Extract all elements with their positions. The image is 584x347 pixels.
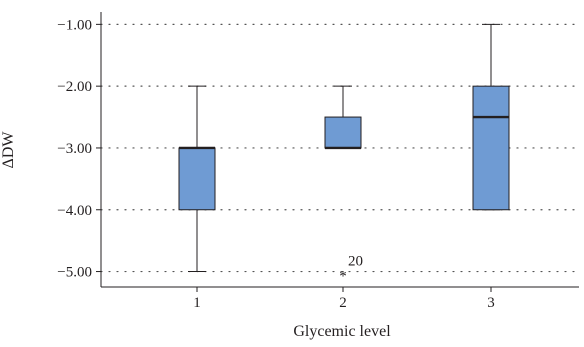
y-axis-title: ΔDW	[0, 131, 17, 169]
box-rect	[472, 85, 510, 211]
y-tick-label: −5.00	[57, 265, 92, 281]
boxes	[178, 23, 510, 273]
box-3	[472, 23, 510, 211]
x-axis-title: Glycemic level	[293, 323, 391, 340]
x-tick-label: 3	[487, 295, 495, 311]
y-tick-label: −1.00	[57, 17, 92, 33]
box-rect	[178, 147, 216, 211]
y-tick-label: −2.00	[57, 79, 92, 95]
box-2	[324, 85, 362, 150]
y-tick-label: −3.00	[57, 141, 92, 157]
box-1	[178, 85, 216, 273]
y-tick-label: −4.00	[57, 203, 92, 219]
x-ticks: 1 2 3	[193, 287, 495, 311]
outliers: *20	[339, 254, 363, 285]
outlier-marker: *	[339, 269, 347, 285]
x-tick-label: 2	[339, 295, 347, 311]
box-rect	[324, 116, 362, 149]
x-tick-label: 1	[193, 295, 201, 311]
y-ticks: −1.00 −2.00 −3.00 −4.00 −5.00	[57, 17, 101, 281]
outlier-label: 20	[348, 254, 363, 270]
